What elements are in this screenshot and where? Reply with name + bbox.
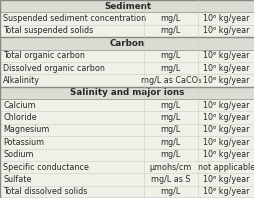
Text: 10⁶ kg/year: 10⁶ kg/year	[202, 113, 249, 122]
Text: 10⁶ kg/year: 10⁶ kg/year	[202, 150, 249, 159]
Text: Total dissolved solids: Total dissolved solids	[3, 187, 87, 196]
Text: mg/L as CaCO₃: mg/L as CaCO₃	[140, 76, 200, 85]
Text: mg/L: mg/L	[160, 126, 180, 134]
Text: μmohs/cm: μmohs/cm	[149, 163, 191, 171]
Text: 10⁶ kg/year: 10⁶ kg/year	[202, 14, 249, 23]
Bar	[0, 87, 254, 99]
Bar	[0, 37, 254, 50]
Text: 10⁶ kg/year: 10⁶ kg/year	[202, 51, 249, 60]
Text: 10⁶ kg/year: 10⁶ kg/year	[202, 101, 249, 110]
Text: not applicable: not applicable	[197, 163, 254, 171]
Text: mg/L: mg/L	[160, 27, 180, 35]
Text: 10⁶ kg/year: 10⁶ kg/year	[202, 175, 249, 184]
Text: 10⁶ kg/year: 10⁶ kg/year	[202, 76, 249, 85]
Text: mg/L: mg/L	[160, 64, 180, 72]
Text: Carbon: Carbon	[109, 39, 145, 48]
Text: Chloride: Chloride	[3, 113, 37, 122]
Text: mg/L as S: mg/L as S	[151, 175, 190, 184]
Text: mg/L: mg/L	[160, 14, 180, 23]
Text: mg/L: mg/L	[160, 150, 180, 159]
Text: Sodium: Sodium	[3, 150, 34, 159]
Text: 10⁶ kg/year: 10⁶ kg/year	[202, 187, 249, 196]
Text: Sediment: Sediment	[104, 2, 150, 11]
Text: 10⁶ kg/year: 10⁶ kg/year	[202, 126, 249, 134]
Text: Sulfate: Sulfate	[3, 175, 31, 184]
Text: Total organic carbon: Total organic carbon	[3, 51, 85, 60]
Text: Calcium: Calcium	[3, 101, 36, 110]
Text: 10⁶ kg/year: 10⁶ kg/year	[202, 138, 249, 147]
Text: mg/L: mg/L	[160, 138, 180, 147]
Text: mg/L: mg/L	[160, 113, 180, 122]
Text: Alkalinity: Alkalinity	[3, 76, 40, 85]
Text: Total suspended solids: Total suspended solids	[3, 27, 93, 35]
Text: Dissolved organic carbon: Dissolved organic carbon	[3, 64, 105, 72]
Text: Specific conductance: Specific conductance	[3, 163, 89, 171]
Text: 10⁶ kg/year: 10⁶ kg/year	[202, 27, 249, 35]
Text: Suspended sediment concentration: Suspended sediment concentration	[3, 14, 146, 23]
Text: 10⁶ kg/year: 10⁶ kg/year	[202, 64, 249, 72]
Text: mg/L: mg/L	[160, 101, 180, 110]
Text: Magnesium: Magnesium	[3, 126, 49, 134]
Text: Potassium: Potassium	[3, 138, 44, 147]
Text: Salinity and major ions: Salinity and major ions	[70, 88, 184, 97]
Bar	[0, 0, 254, 12]
Text: mg/L: mg/L	[160, 187, 180, 196]
Text: mg/L: mg/L	[160, 51, 180, 60]
